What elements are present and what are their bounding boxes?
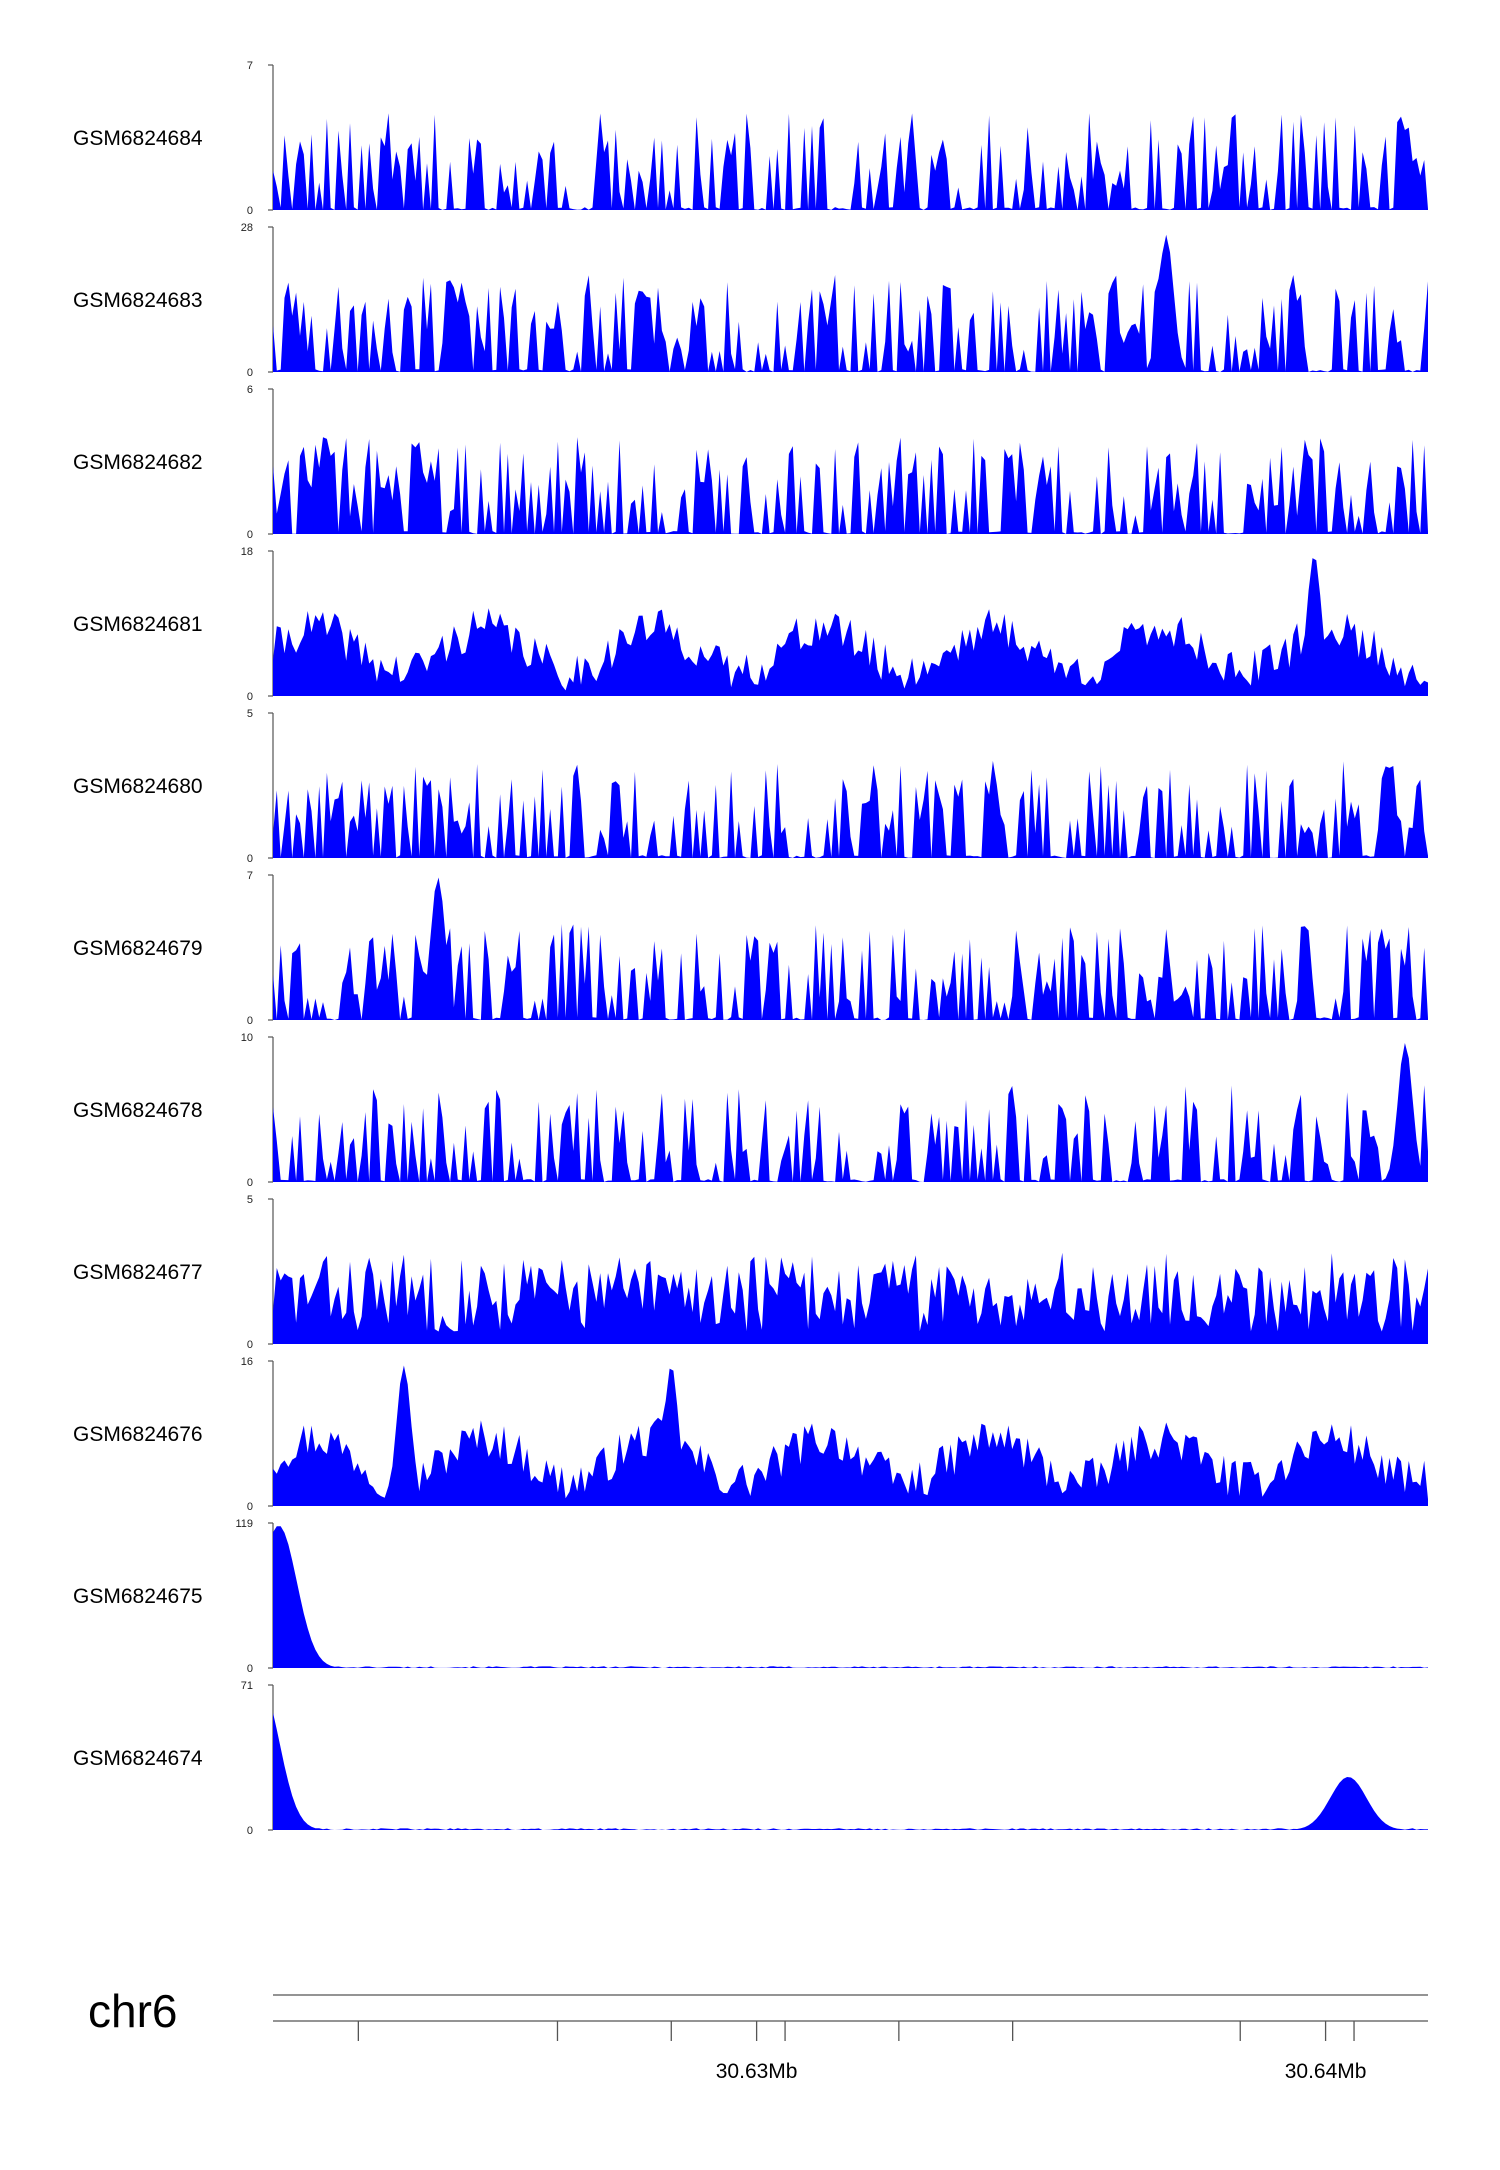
y-tick-label-ymin: 0	[247, 853, 253, 865]
track-GSM6824678: GSM6824678 10 0	[73, 1032, 1428, 1189]
y-tick-label-ymax: 16	[241, 1356, 253, 1368]
signal-area	[273, 1365, 1428, 1506]
track-label: GSM6824679	[73, 937, 203, 960]
signal-area	[273, 877, 1428, 1020]
y-tick-label-ymin: 0	[247, 1663, 253, 1675]
y-tick-label-ymax: 5	[247, 1194, 253, 1206]
y-tick-label-ymax: 28	[241, 222, 253, 234]
y-tick-label-ymin: 0	[247, 1501, 253, 1513]
signal-area	[273, 558, 1428, 696]
signal-area	[273, 1712, 1428, 1830]
signal-area	[273, 437, 1428, 534]
track-label: GSM6824680	[73, 775, 203, 798]
signal-area	[273, 113, 1428, 210]
y-tick-label-ymin: 0	[247, 1177, 253, 1189]
y-tick-label-ymin: 0	[247, 1339, 253, 1351]
signal-tracks: GSM682468470GSM6824683280GSM682468260GSM…	[73, 60, 1428, 1837]
y-tick-label-ymax: 6	[247, 384, 253, 396]
track-label: GSM6824681	[73, 613, 203, 636]
track-label: GSM6824682	[73, 451, 203, 474]
signal-area	[273, 1043, 1428, 1182]
signal-area	[273, 760, 1428, 858]
track-label: GSM6824684	[73, 127, 203, 150]
y-tick-label-ymax: 7	[247, 60, 253, 72]
track-GSM6824684: GSM6824684 7 0	[73, 60, 1428, 217]
y-tick-label-ymax: 119	[235, 1518, 253, 1530]
y-tick-label-ymin: 0	[247, 367, 253, 379]
y-tick-label-ymin: 0	[247, 529, 253, 541]
y-tick-label-ymax: 7	[247, 870, 253, 882]
track-label: GSM6824675	[73, 1585, 203, 1608]
track-GSM6824679: GSM6824679 7 0	[73, 870, 1428, 1027]
signal-area	[273, 1252, 1428, 1344]
track-label: GSM6824683	[73, 289, 203, 312]
signal-area	[273, 234, 1428, 372]
y-tick-label-ymax: 10	[241, 1032, 253, 1044]
track-GSM6824680: GSM6824680 5 0	[73, 708, 1428, 865]
track-GSM6824681: GSM6824681 18 0	[73, 546, 1428, 703]
track-label: GSM6824676	[73, 1423, 203, 1446]
signal-area	[273, 1526, 1428, 1668]
y-tick-label-ymin: 0	[247, 1825, 253, 1837]
track-GSM6824675: GSM6824675 119 0	[73, 1518, 1428, 1675]
chromosome-label: chr6	[88, 1985, 177, 2037]
track-GSM6824683: GSM6824683 28 0	[73, 222, 1428, 379]
y-tick-label-ymax: 18	[241, 546, 253, 558]
genomic-axis: chr6 30.63Mb 30.64Mb	[88, 1985, 1428, 2083]
y-tick-label-ymin: 0	[247, 691, 253, 703]
track-GSM6824682: GSM6824682 6 0	[73, 384, 1428, 541]
axis-ticks: 30.63Mb 30.64Mb	[357, 2021, 1367, 2083]
track-label: GSM6824678	[73, 1099, 203, 1122]
y-tick-label-ymax: 71	[241, 1680, 253, 1692]
axis-tick-label: 30.63Mb	[716, 2060, 798, 2083]
track-label: GSM6824677	[73, 1261, 203, 1284]
track-GSM6824676: GSM6824676 16 0	[73, 1356, 1428, 1513]
y-tick-label-ymax: 5	[247, 708, 253, 720]
track-GSM6824674: GSM6824674 71 0	[73, 1680, 1428, 1837]
axis-tick-label: 30.64Mb	[1285, 2060, 1367, 2083]
y-tick-label-ymin: 0	[247, 1015, 253, 1027]
track-GSM6824677: GSM6824677 5 0	[73, 1194, 1428, 1351]
track-label: GSM6824674	[73, 1747, 203, 1770]
y-tick-label-ymin: 0	[247, 205, 253, 217]
